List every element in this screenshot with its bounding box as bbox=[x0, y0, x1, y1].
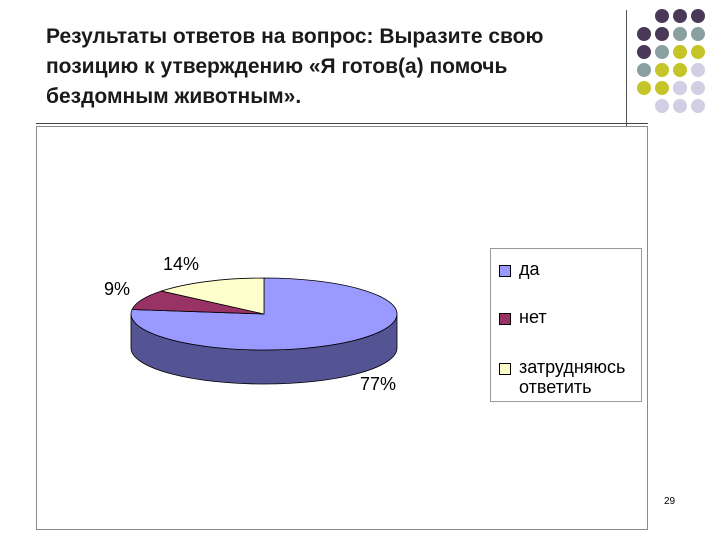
legend-label-zatrudnyayus: затрудняюсь ответить bbox=[519, 357, 626, 397]
decorative-dot bbox=[691, 63, 705, 77]
decorative-dot bbox=[673, 63, 687, 77]
decorative-dot bbox=[691, 99, 705, 113]
decorative-dot bbox=[637, 63, 651, 77]
data-label-zatrudnyayus: 14% bbox=[163, 254, 200, 274]
data-label-net: 9% bbox=[104, 279, 131, 299]
data-label-da: 77% bbox=[360, 374, 397, 394]
legend-label-da: да bbox=[519, 259, 540, 279]
decorative-dot bbox=[691, 81, 705, 95]
chart-legend: да нет затрудняюсь ответить bbox=[490, 248, 642, 402]
legend-item-zatrudnyayus: затрудняюсь ответить bbox=[499, 357, 639, 397]
decorative-dot bbox=[673, 27, 687, 41]
legend-swatch-net bbox=[499, 313, 511, 325]
pie-slice-2 bbox=[160, 277, 265, 315]
decorative-dot bbox=[691, 27, 705, 41]
slide-title: Результаты ответов на вопрос: Выразите с… bbox=[46, 25, 544, 108]
decorative-dot bbox=[673, 45, 687, 59]
decorative-dot bbox=[637, 81, 651, 95]
decorative-dot bbox=[655, 45, 669, 59]
decorative-dot bbox=[655, 81, 669, 95]
decorative-dot bbox=[655, 9, 669, 23]
decorative-dot bbox=[655, 99, 669, 113]
legend-item-net: нет bbox=[499, 307, 639, 327]
decorative-dot bbox=[655, 63, 669, 77]
vertical-divider bbox=[626, 10, 627, 130]
decorative-dot bbox=[655, 27, 669, 41]
decorative-dot bbox=[637, 27, 651, 41]
horizontal-divider bbox=[36, 123, 648, 124]
decorative-dot bbox=[673, 9, 687, 23]
decorative-dot bbox=[691, 45, 705, 59]
page-number: 29 bbox=[664, 496, 676, 507]
decorative-dot bbox=[691, 9, 705, 23]
legend-swatch-da bbox=[499, 265, 511, 277]
legend-swatch-zatrudnyayus bbox=[499, 363, 511, 375]
legend-item-da: да bbox=[499, 259, 639, 279]
decorative-dot-grid bbox=[637, 9, 705, 113]
legend-label-net: нет bbox=[519, 307, 547, 327]
decorative-dot bbox=[673, 99, 687, 113]
decorative-dot bbox=[637, 45, 651, 59]
decorative-dot bbox=[673, 81, 687, 95]
